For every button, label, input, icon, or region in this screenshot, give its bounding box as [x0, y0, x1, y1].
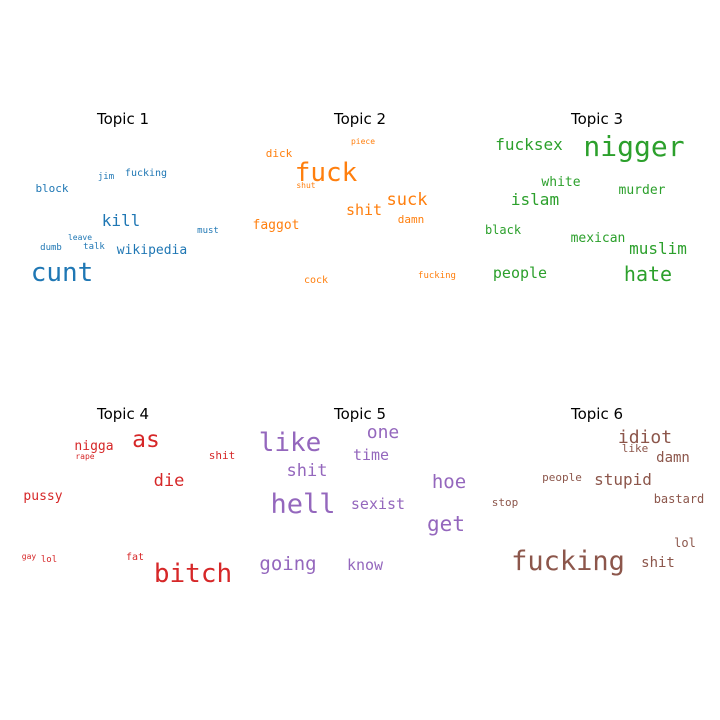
word-muslim: muslim	[629, 239, 687, 258]
word-suck: suck	[387, 190, 428, 210]
word-hell: hell	[270, 489, 335, 520]
word-sexist: sexist	[351, 495, 405, 513]
word-nigger: nigger	[583, 130, 684, 163]
word-islam: islam	[511, 190, 559, 209]
word-people: people	[542, 471, 582, 484]
word-shit: shit	[346, 201, 382, 219]
word-white: white	[541, 175, 580, 190]
word-leave: leave	[68, 233, 92, 242]
word-wikipedia: wikipedia	[117, 243, 187, 258]
word-dumb: dumb	[40, 243, 62, 253]
word-fat: fat	[126, 552, 144, 563]
word-shit: shit	[287, 461, 328, 481]
word-lol: lol	[41, 555, 57, 565]
word-know: know	[347, 556, 384, 574]
topic-panel-5: Topic 5 hell like get going hoe one shit sexist k…	[259, 405, 466, 575]
word-damn: damn	[398, 213, 425, 226]
word-hate: hate	[624, 262, 672, 286]
topic-title: Topic 3	[570, 110, 623, 128]
word-going: going	[259, 553, 316, 575]
word-time: time	[353, 446, 389, 464]
topic-title: Topic 6	[570, 405, 623, 423]
word-kill: kill	[102, 211, 141, 230]
topic-title: Topic 5	[333, 405, 386, 423]
topic-panel-3: Topic 3 nigger hate fucksex islam muslim peopl…	[485, 110, 687, 286]
word-damn: damn	[656, 450, 690, 466]
word-shut: shut	[296, 181, 315, 190]
word-must: must	[197, 226, 219, 236]
word-cock: cock	[304, 275, 328, 286]
word-gay: gay	[22, 552, 37, 561]
word-mexican: mexican	[571, 231, 626, 246]
word-block: block	[35, 182, 68, 195]
word-fucking: fucking	[125, 168, 167, 179]
word-one: one	[367, 422, 400, 443]
word-as: as	[132, 427, 160, 453]
word-die: die	[154, 471, 185, 491]
word-nigga: nigga	[74, 439, 113, 454]
word-fucking: fucking	[511, 546, 625, 577]
word-shit: shit	[641, 555, 675, 571]
topic-panel-1: Topic 1 cunt kill wikipedia block fucking must…	[31, 110, 219, 288]
topic-title: Topic 1	[96, 110, 149, 128]
word-dick: dick	[266, 147, 293, 160]
word-jim: jim	[98, 172, 114, 182]
word-get: get	[427, 512, 465, 536]
word-faggot: faggot	[253, 218, 300, 233]
topic-panel-4: Topic 4 bitch as die pussy nigga fat shit lolgay…	[22, 405, 235, 589]
word-fucksex: fucksex	[495, 135, 563, 154]
topic-title: Topic 2	[333, 110, 386, 128]
topic-title: Topic 4	[96, 405, 149, 423]
word-fucking: fucking	[418, 271, 456, 281]
word-idiot: idiot	[618, 427, 672, 448]
topic-panel-2: Topic 2 fuck suck shit faggot dick damn fucking…	[253, 110, 456, 286]
word-like: like	[259, 428, 322, 458]
word-piece: piece	[351, 137, 375, 146]
word-stupid: stupid	[594, 470, 652, 489]
word-black: black	[485, 223, 522, 237]
word-shit: shit	[209, 449, 236, 462]
word-talk: talk	[83, 242, 105, 252]
word-stop: stop	[492, 496, 519, 509]
word-bitch: bitch	[154, 559, 232, 589]
word-hoe: hoe	[432, 471, 466, 493]
word-lol: lol	[674, 536, 696, 550]
word-murder: murder	[619, 183, 666, 198]
word-fuck: fuck	[295, 158, 358, 188]
word-bastard: bastard	[654, 492, 705, 506]
word-cunt: cunt	[31, 258, 94, 288]
word-pussy: pussy	[23, 489, 62, 504]
word-rape: rape	[75, 452, 94, 461]
word-like: like	[622, 442, 649, 455]
word-people: people	[493, 264, 547, 282]
